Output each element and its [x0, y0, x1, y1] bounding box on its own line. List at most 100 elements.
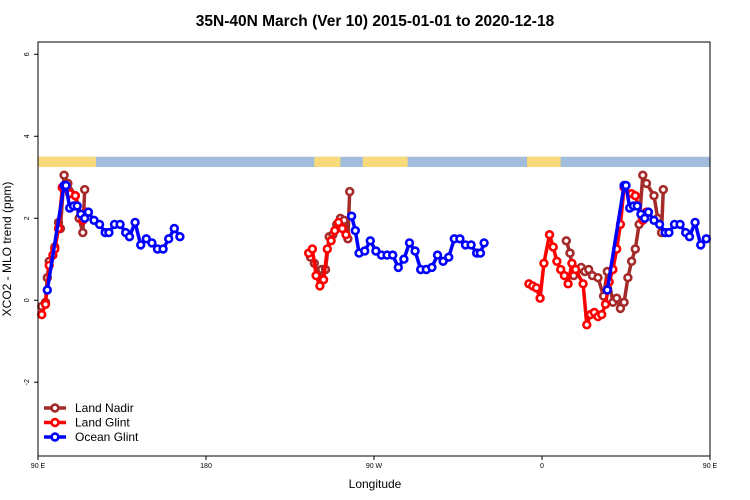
chart-title: 35N-40N March (Ver 10) 2015-01-01 to 202… [196, 13, 555, 30]
ocean-glint-point [690, 217, 700, 228]
land-nadir-point [565, 248, 575, 258]
land-nadir-point [611, 293, 622, 303]
series-layer [36, 170, 711, 330]
land-nadir-point [623, 273, 633, 283]
legend-item-land-glint: Land Glint [44, 416, 130, 430]
land-glint-point [563, 279, 573, 289]
land-nadir-point [561, 236, 571, 246]
x-tick-label: 90 E [31, 463, 46, 470]
legend-label: Ocean Glint [75, 430, 139, 444]
land-glint-point [311, 270, 321, 281]
ocean-glint-point [654, 219, 665, 230]
land-glint-series [36, 182, 652, 330]
legend-item-land-nadir: Land Nadir [44, 401, 134, 415]
ocean-glint-point [83, 207, 94, 217]
land-strip-segment [362, 156, 408, 168]
land-glint-point [341, 230, 351, 240]
land-glint-point [630, 191, 640, 201]
y-tick-label: -2 [24, 379, 31, 385]
land-glint-point [535, 293, 545, 303]
ocean-glint-line [45, 183, 182, 291]
land-glint-point [578, 279, 588, 289]
ocean-glint-point [701, 234, 711, 244]
ocean-glint-point [695, 240, 706, 250]
ocean-glint-point [632, 201, 642, 211]
ocean-glint-point [42, 285, 52, 295]
land-nadir-point [626, 256, 637, 266]
land-nadir-point [658, 184, 668, 195]
ocean-glint-point [643, 207, 654, 217]
ocean-glint-point [147, 238, 157, 248]
legend-label: Land Nadir [75, 401, 134, 415]
ocean-glint-point [455, 234, 465, 244]
land-glint-point [70, 191, 81, 201]
x-tick-label: 90 W [366, 463, 383, 470]
ocean-glint-point [621, 180, 631, 191]
land-glint-point [307, 244, 318, 254]
ocean-glint-point [479, 238, 489, 248]
land-nadir-point [78, 227, 88, 238]
ocean-glint-point [365, 236, 375, 246]
x-axis-label: Longitude [349, 477, 402, 491]
ocean-glint-point [350, 225, 360, 236]
ocean-glint-point [675, 219, 685, 230]
ocean-glint-point [124, 232, 135, 242]
ocean-glint-point [388, 250, 398, 260]
land-nadir-point [593, 273, 603, 283]
x-tick-label: 90 E [703, 463, 718, 470]
ocean-glint-point [427, 262, 437, 273]
land-nadir-point [619, 297, 629, 307]
y-tick-label: 0 [24, 298, 31, 302]
land-glint-point [596, 309, 607, 320]
ocean-glint-point [410, 246, 420, 256]
legend-swatch-marker [50, 432, 60, 442]
land-glint-point [539, 258, 549, 268]
y-tick-label: 4 [24, 134, 31, 138]
ocean-glint-point [664, 227, 674, 238]
ocean-glint-point [115, 219, 125, 230]
land-nadir-point [630, 244, 640, 254]
land-glint-point [544, 230, 555, 240]
y-axis: -2 0 2 4 6 [24, 52, 38, 385]
ocean-glint-point [61, 180, 71, 191]
ocean-glint-point [404, 238, 415, 248]
legend-item-ocean-glint: Ocean Glint [44, 430, 139, 444]
ocean-glint-point [444, 252, 454, 262]
legend-swatch-marker [50, 403, 60, 413]
y-tick-label: 2 [24, 216, 31, 220]
land-glint-point [559, 270, 570, 281]
land-glint-point [330, 225, 340, 236]
ocean-glint-point [346, 211, 357, 221]
x-axis: 90 E 180 90 W 0 90 E [31, 456, 718, 470]
land-glint-point [36, 309, 47, 320]
ocean-glint-point [602, 285, 612, 295]
land-strip-segment [38, 156, 96, 168]
land-strip-segment [314, 156, 341, 168]
ocean-glint-point [475, 248, 486, 258]
ocean-glint-point [136, 240, 146, 250]
ocean-glint-point [94, 219, 105, 230]
land-nadir-point [79, 184, 90, 195]
land-glint-point [600, 299, 611, 309]
ocean-glint-point [360, 246, 370, 256]
ocean-glint-point [684, 232, 695, 242]
ocean-glint-point [393, 262, 403, 273]
land-glint-point [322, 244, 332, 254]
ocean-glint-point [399, 254, 409, 264]
y-axis-label: XCO2 - MLO trend (ppm) [0, 182, 14, 317]
land-glint-point [531, 283, 542, 293]
land-nadir-point [345, 186, 355, 197]
land-nadir-point [638, 170, 648, 180]
land-nadir-point [641, 178, 652, 189]
land-ocean-strip [38, 156, 710, 168]
ocean-glint-point [104, 227, 114, 238]
land-glint-point [40, 299, 51, 309]
land-strip-segment [527, 156, 561, 168]
ocean-glint-series [42, 180, 711, 295]
land-glint-point [552, 256, 562, 266]
land-glint-point [318, 275, 329, 285]
ocean-glint-point [175, 232, 185, 242]
legend-label: Land Glint [75, 416, 130, 430]
land-nadir-point [649, 191, 659, 201]
